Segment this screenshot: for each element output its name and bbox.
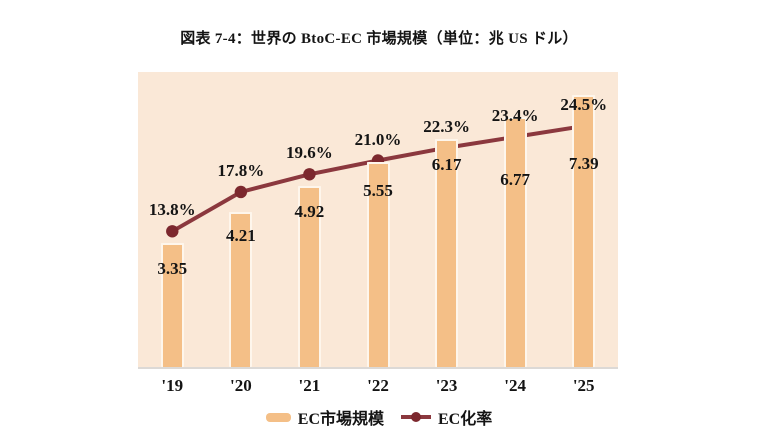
legend-item-bar-series: EC市場規模: [265, 405, 384, 429]
bar-value-label: 5.55: [363, 180, 393, 200]
x-tick-label: '21: [298, 376, 321, 395]
chart-title: 図表 7-4：世界の BtoC-EC 市場規模（単位：兆 US ドル）: [180, 31, 578, 47]
plot-area: 13.8% 3.35 17.8% 4.21 19.6% 4.92 21.0% 5.55 22.3…: [138, 72, 618, 369]
line-marker: [234, 185, 248, 199]
legend-label-bar-series: EC市場規模: [297, 411, 384, 428]
bar: [572, 94, 596, 367]
bar-value-label: 6.17: [431, 154, 462, 174]
bar-value-label: 3.35: [157, 259, 188, 279]
bar-series-swatch-icon: [265, 412, 291, 422]
bar-value-label: 4.21: [225, 225, 256, 245]
line-percent-label: 21.0%: [354, 129, 402, 149]
bar-value-label: 6.77: [500, 169, 531, 189]
line-marker-icon: [411, 412, 421, 422]
legend-label-line-series: EC化率: [438, 411, 493, 428]
line-marker: [303, 168, 316, 181]
line-percent-label: 24.5%: [560, 95, 608, 115]
x-tick-label: '25: [572, 376, 595, 395]
bar: [160, 243, 184, 367]
legend-item-line-series: EC化率: [401, 405, 492, 429]
bar-value-label: 4.92: [294, 202, 325, 222]
x-tick-label: '19: [161, 376, 184, 395]
bar: [229, 211, 253, 367]
legend: EC市場規模 EC化率: [0, 405, 758, 429]
line-percent-label: 19.6%: [286, 143, 333, 163]
line-percent-label: 17.8%: [217, 160, 265, 180]
x-tick-label: '24: [504, 376, 527, 395]
bar-value-label: 7.39: [568, 154, 599, 174]
line-percent-label: 23.4%: [491, 105, 539, 125]
bar: [297, 185, 321, 367]
x-tick-label: '23: [435, 376, 458, 395]
line-percent-label: 13.8%: [148, 200, 196, 220]
bar: [366, 162, 390, 367]
line-marker: [166, 225, 179, 238]
line-percent-label: 22.3%: [423, 116, 470, 136]
x-tick-label: '22: [367, 376, 389, 395]
x-tick-label: '20: [229, 376, 252, 395]
bar: [435, 139, 459, 367]
line-series-swatch-icon: [401, 412, 431, 422]
bar: [503, 117, 527, 367]
